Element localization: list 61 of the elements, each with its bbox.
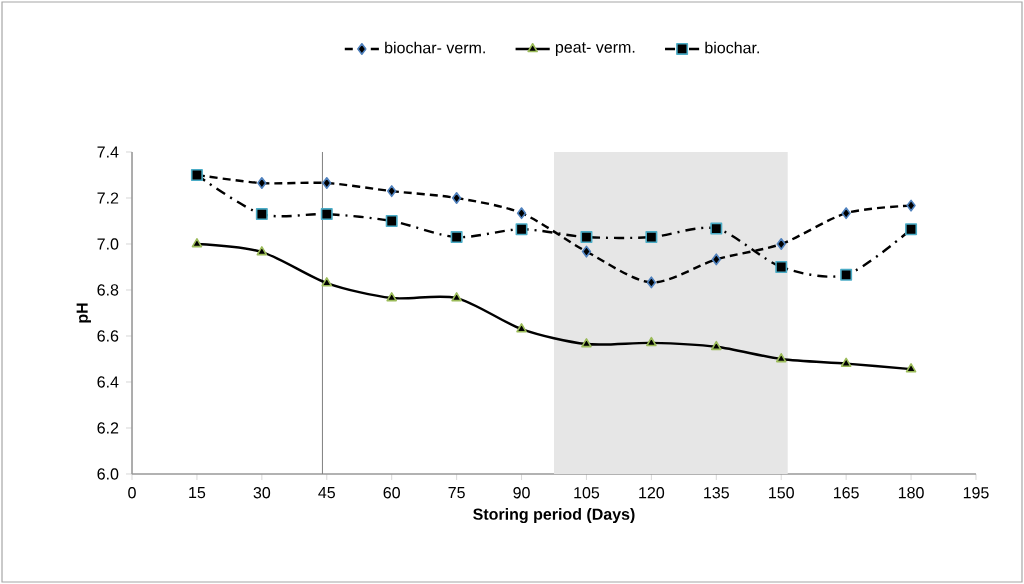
point xyxy=(450,231,463,244)
point xyxy=(256,246,268,256)
point xyxy=(775,260,788,273)
point xyxy=(516,207,527,220)
y-tick-label: 6.0 xyxy=(97,468,119,480)
point xyxy=(515,223,528,236)
x-tick-label: 165 xyxy=(834,487,859,499)
point xyxy=(711,253,722,266)
y-tick-label: 6.2 xyxy=(97,422,119,434)
point xyxy=(581,245,592,258)
point xyxy=(646,336,657,347)
point xyxy=(645,231,658,244)
point xyxy=(191,237,203,248)
x-tick-label: 30 xyxy=(253,487,271,499)
point xyxy=(710,222,723,235)
point xyxy=(581,338,592,348)
point xyxy=(451,191,462,204)
point xyxy=(840,268,853,281)
x-tick-label: 150 xyxy=(769,487,794,499)
legend-label: biochar- verm. xyxy=(385,41,485,54)
x-tick-label: 135 xyxy=(704,487,729,499)
point xyxy=(386,292,397,302)
point xyxy=(840,357,852,367)
point xyxy=(841,207,851,220)
point xyxy=(646,276,657,289)
x-tick-label: 90 xyxy=(513,487,530,499)
x-axis-title: Storing period (Days) xyxy=(473,508,635,524)
x-tick-label: 180 xyxy=(898,487,924,499)
x-tick-label: 45 xyxy=(318,487,335,499)
x-tick-label: 195 xyxy=(963,487,989,499)
y-tick-label: 7.4 xyxy=(97,146,119,158)
y-tick-label: 7.0 xyxy=(97,238,119,250)
legend-label: peat- verm. xyxy=(555,42,635,56)
x-tick-label: 15 xyxy=(189,487,206,499)
point xyxy=(386,185,397,198)
y-tick-label: 6.8 xyxy=(97,284,119,296)
point xyxy=(322,177,332,190)
point xyxy=(775,352,787,363)
x-tick-label: 60 xyxy=(383,487,400,499)
point xyxy=(905,363,917,373)
point xyxy=(257,177,267,190)
point xyxy=(905,223,918,236)
point xyxy=(255,208,268,221)
point xyxy=(906,199,916,212)
point xyxy=(516,323,527,333)
point xyxy=(711,340,722,351)
point xyxy=(321,277,333,287)
x-tick-label: 75 xyxy=(448,487,465,499)
y-tick-label: 6.4 xyxy=(97,376,119,388)
point xyxy=(580,231,593,244)
y-tick-label: 7.2 xyxy=(97,192,119,204)
point xyxy=(776,237,786,250)
x-tick-label: 105 xyxy=(574,487,600,499)
point xyxy=(451,292,462,302)
y-tick-label: 6.6 xyxy=(97,330,119,342)
x-tick-label: 120 xyxy=(639,487,665,499)
x-tick-label: 0 xyxy=(128,487,136,499)
point xyxy=(320,208,333,221)
point xyxy=(385,214,398,227)
legend-label: biochar. xyxy=(705,41,759,54)
y-axis-title: pH xyxy=(76,303,91,323)
